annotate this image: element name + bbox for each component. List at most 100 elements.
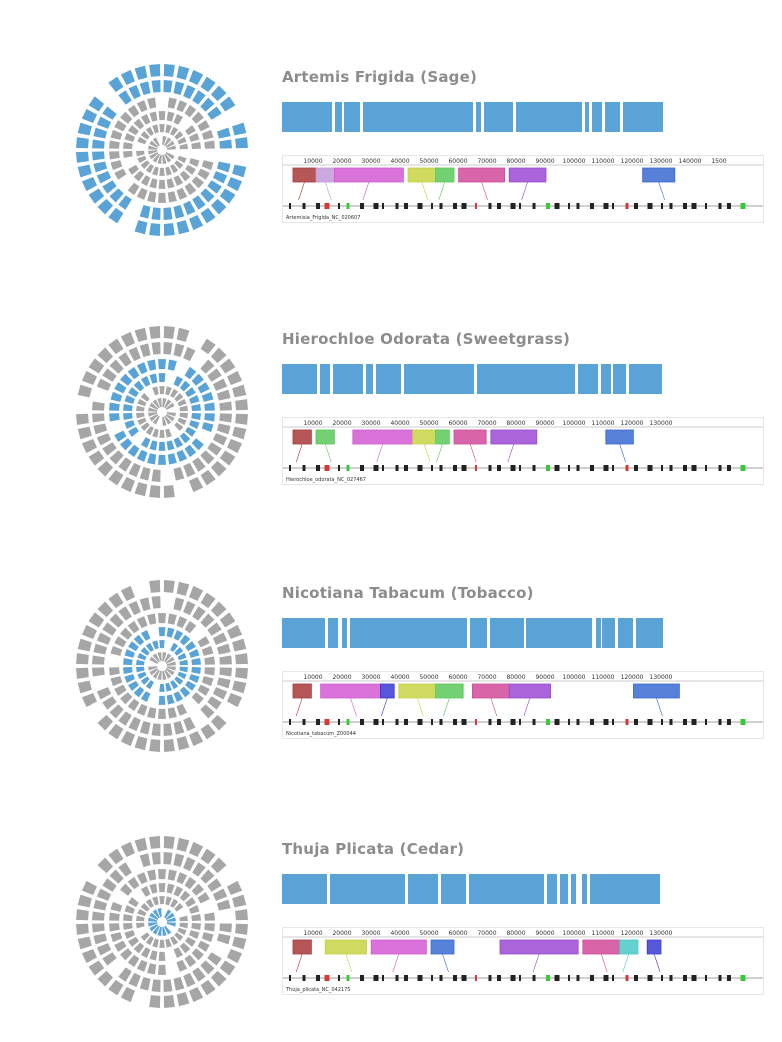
ruler-tick-label: 60000 bbox=[448, 674, 467, 681]
ring-segment bbox=[97, 198, 114, 215]
ring-segment bbox=[81, 949, 98, 964]
gene-mark bbox=[554, 975, 560, 981]
ring-segment bbox=[165, 386, 172, 396]
ring-segment bbox=[179, 890, 191, 902]
ring-segment bbox=[174, 903, 184, 912]
ring-segment bbox=[201, 676, 214, 687]
gene-mark bbox=[740, 203, 746, 209]
ring-segment bbox=[204, 667, 215, 676]
block-connector bbox=[295, 697, 303, 717]
ring-segment bbox=[152, 925, 160, 935]
ring-segment bbox=[123, 151, 133, 159]
ring-segment bbox=[76, 909, 89, 921]
ring-segment bbox=[192, 862, 206, 877]
ring-segment bbox=[159, 683, 165, 692]
ring-segment bbox=[134, 65, 148, 80]
ring-segment bbox=[120, 69, 135, 86]
ring-segment bbox=[189, 930, 200, 939]
ring-segment bbox=[189, 214, 204, 231]
ring-segment bbox=[149, 178, 158, 189]
ring-segment bbox=[189, 476, 204, 493]
ring-segment bbox=[127, 444, 140, 458]
ring-segment bbox=[157, 926, 162, 936]
ring-segment bbox=[189, 158, 200, 167]
ring-segment bbox=[165, 152, 175, 160]
bar-segment bbox=[376, 364, 401, 394]
ring-segment bbox=[176, 872, 188, 885]
bar-segment bbox=[446, 874, 466, 904]
alignment-block bbox=[412, 429, 437, 445]
block-connector bbox=[443, 697, 450, 717]
alignment-block bbox=[435, 683, 464, 699]
ring-segment bbox=[140, 175, 151, 186]
ring-segment bbox=[219, 450, 236, 466]
gene-mark bbox=[382, 975, 384, 981]
ring-segment bbox=[167, 707, 177, 719]
gene-mark bbox=[461, 465, 467, 471]
gene-mark bbox=[546, 975, 550, 981]
gene-mark bbox=[395, 975, 399, 981]
ring-segment bbox=[109, 923, 120, 932]
ring-segment bbox=[173, 343, 185, 358]
ring-segment bbox=[162, 670, 167, 680]
ruler-tick-label: 100000 bbox=[563, 674, 586, 681]
ruler-tick-label: 90000 bbox=[535, 420, 554, 427]
ring-segment bbox=[166, 661, 176, 666]
alignment-block bbox=[471, 683, 510, 699]
gene-mark bbox=[576, 975, 580, 981]
ring-segment bbox=[149, 223, 161, 236]
ring-segment bbox=[192, 967, 206, 982]
ring-segment bbox=[140, 160, 150, 169]
species-title: Nicotiana Tabacum (Tobacco) bbox=[282, 584, 534, 602]
ring-segment bbox=[120, 730, 135, 747]
ring-segment bbox=[189, 649, 200, 658]
ring-segment bbox=[134, 482, 148, 497]
ring-segment bbox=[120, 841, 135, 858]
ring-segment bbox=[176, 736, 190, 751]
ring-segment bbox=[137, 155, 147, 164]
ring-segment bbox=[110, 391, 123, 402]
ring-segment bbox=[185, 164, 196, 175]
ring-segment bbox=[151, 342, 161, 355]
ring-segment bbox=[136, 100, 148, 113]
bar-segment bbox=[335, 102, 342, 132]
ring-segment bbox=[157, 908, 162, 918]
gene-mark bbox=[302, 975, 306, 981]
ring-segment bbox=[136, 959, 148, 972]
block-connector bbox=[436, 443, 443, 463]
ring-segment bbox=[173, 376, 184, 387]
ring-segment bbox=[183, 346, 196, 362]
ring-segment bbox=[158, 454, 166, 465]
ring-segment bbox=[200, 613, 215, 628]
bar-segment bbox=[596, 618, 601, 648]
ring-segment bbox=[110, 676, 123, 687]
ring-segment bbox=[191, 413, 201, 421]
ring-segment bbox=[165, 140, 175, 148]
ring-segment bbox=[212, 632, 228, 645]
ring-segment bbox=[200, 848, 216, 865]
ring-segment bbox=[149, 414, 159, 422]
gene-mark bbox=[727, 975, 731, 981]
bar-segment bbox=[590, 874, 660, 904]
ring-segment bbox=[81, 880, 98, 895]
ring-segment bbox=[140, 376, 151, 387]
ring-segment bbox=[110, 160, 123, 171]
ring-segment bbox=[110, 645, 123, 656]
ring-segment bbox=[210, 970, 227, 987]
gene-mark bbox=[683, 719, 687, 725]
ring-segment bbox=[136, 449, 148, 462]
ring-segment bbox=[123, 913, 133, 921]
ring-segment bbox=[109, 151, 120, 160]
ring-segment bbox=[162, 136, 167, 146]
ring-segment bbox=[173, 630, 184, 641]
ring-segment bbox=[97, 970, 114, 987]
ring-segment bbox=[174, 932, 184, 941]
gene-mark bbox=[417, 203, 423, 209]
ring-segment bbox=[163, 723, 173, 736]
bar-segment bbox=[490, 618, 495, 648]
gene-mark bbox=[625, 203, 629, 209]
gene-mark bbox=[546, 465, 550, 471]
block-connector bbox=[507, 443, 515, 463]
bar-segment bbox=[330, 874, 405, 904]
ring-segment bbox=[164, 669, 172, 679]
